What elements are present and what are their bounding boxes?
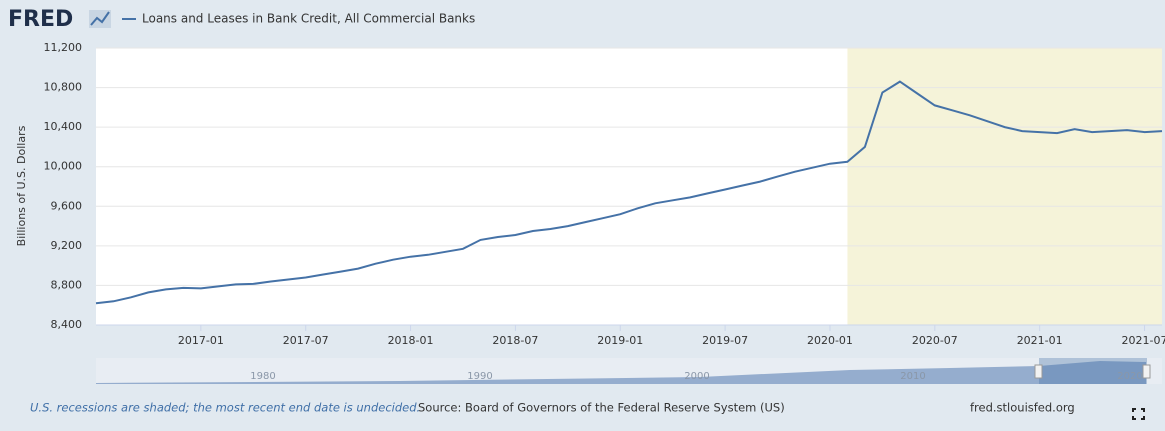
navigator-label: 2010 <box>900 371 925 382</box>
navigator-label: 1990 <box>467 371 492 382</box>
y-tick-label: 8,800 <box>51 278 83 291</box>
y-tick-label: 10,000 <box>44 160 83 173</box>
x-tick-label: 2017-01 <box>178 334 224 347</box>
logo-icon <box>89 10 111 28</box>
x-tick-label: 2020-01 <box>807 334 853 347</box>
y-tick-label: 9,200 <box>51 239 83 252</box>
navigator[interactable]: 1980 1990 2000 2010 2020 <box>96 358 1162 384</box>
y-tick-label: 10,400 <box>44 120 83 133</box>
y-tick-label: 10,800 <box>44 81 83 94</box>
source: Source: Board of Governors of the Federa… <box>418 401 785 415</box>
legend-label[interactable]: Loans and Leases in Bank Credit, All Com… <box>142 12 475 26</box>
y-tick-label: 8,400 <box>51 318 83 331</box>
y-tick-label: 11,200 <box>44 41 83 54</box>
navigator-label: 1980 <box>250 371 275 382</box>
x-tick-label: 2017-07 <box>283 334 329 347</box>
logo[interactable]: FRED <box>8 7 73 32</box>
y-axis-label: Billions of U.S. Dollars <box>15 125 28 246</box>
navigator-label: 2020 <box>1117 371 1142 382</box>
y-tick-label: 9,600 <box>51 199 83 212</box>
x-tick-label: 2021-01 <box>1017 334 1063 347</box>
x-tick-label: 2018-01 <box>388 334 434 347</box>
site-link[interactable]: fred.stlouisfed.org <box>970 401 1075 415</box>
x-tick-label: 2019-07 <box>702 334 748 347</box>
series-line <box>95 80 1163 305</box>
navigator-label: 2000 <box>684 371 709 382</box>
x-tick-label: 2019-01 <box>597 334 643 347</box>
x-tick-label: 2021-07 <box>1122 334 1165 347</box>
recession-note: U.S. recessions are shaded; the most rec… <box>30 401 420 415</box>
x-tick-label: 2018-07 <box>492 334 538 347</box>
recession-shade <box>847 48 1162 325</box>
fullscreen-icon[interactable] <box>1132 408 1145 420</box>
x-tick-label: 2020-07 <box>912 334 958 347</box>
